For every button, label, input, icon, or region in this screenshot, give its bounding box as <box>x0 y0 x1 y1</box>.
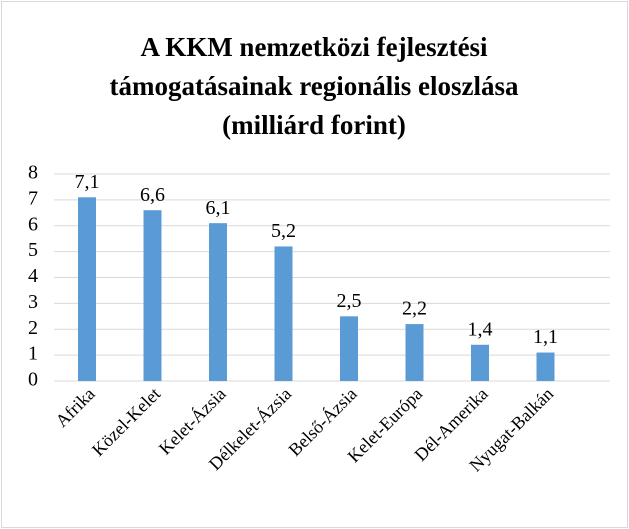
chart-title: A KKM nemzetközi fejlesztési <box>140 32 488 62</box>
value-label: 5,2 <box>271 220 296 242</box>
chart-title: (milliárd forint) <box>222 110 406 140</box>
y-tick-label: 5 <box>28 239 38 261</box>
bar <box>471 344 489 381</box>
y-tick-label: 7 <box>28 187 38 209</box>
value-label: 1,1 <box>533 326 558 348</box>
y-tick-label: 6 <box>28 213 38 235</box>
bar <box>405 324 424 381</box>
chart-title: támogatásainak regionális eloszlása <box>109 71 519 101</box>
value-label: 2,2 <box>402 298 427 320</box>
y-tick-label: 2 <box>28 317 38 339</box>
value-label: 2,5 <box>337 290 362 312</box>
value-label: 6,1 <box>206 197 231 219</box>
bar <box>274 246 293 381</box>
y-tick-label: 8 <box>28 162 38 184</box>
bar <box>143 210 162 381</box>
y-tick-label: 1 <box>28 343 38 365</box>
bar <box>209 223 227 381</box>
bar <box>340 316 358 381</box>
y-tick-label: 4 <box>28 265 38 287</box>
bar <box>78 197 96 381</box>
value-label: 6,6 <box>140 184 165 206</box>
value-label: 7,1 <box>75 171 100 193</box>
y-tick-label: 0 <box>28 369 38 391</box>
value-label: 1,4 <box>468 318 493 340</box>
bar <box>536 352 555 381</box>
y-tick-label: 3 <box>28 291 38 313</box>
